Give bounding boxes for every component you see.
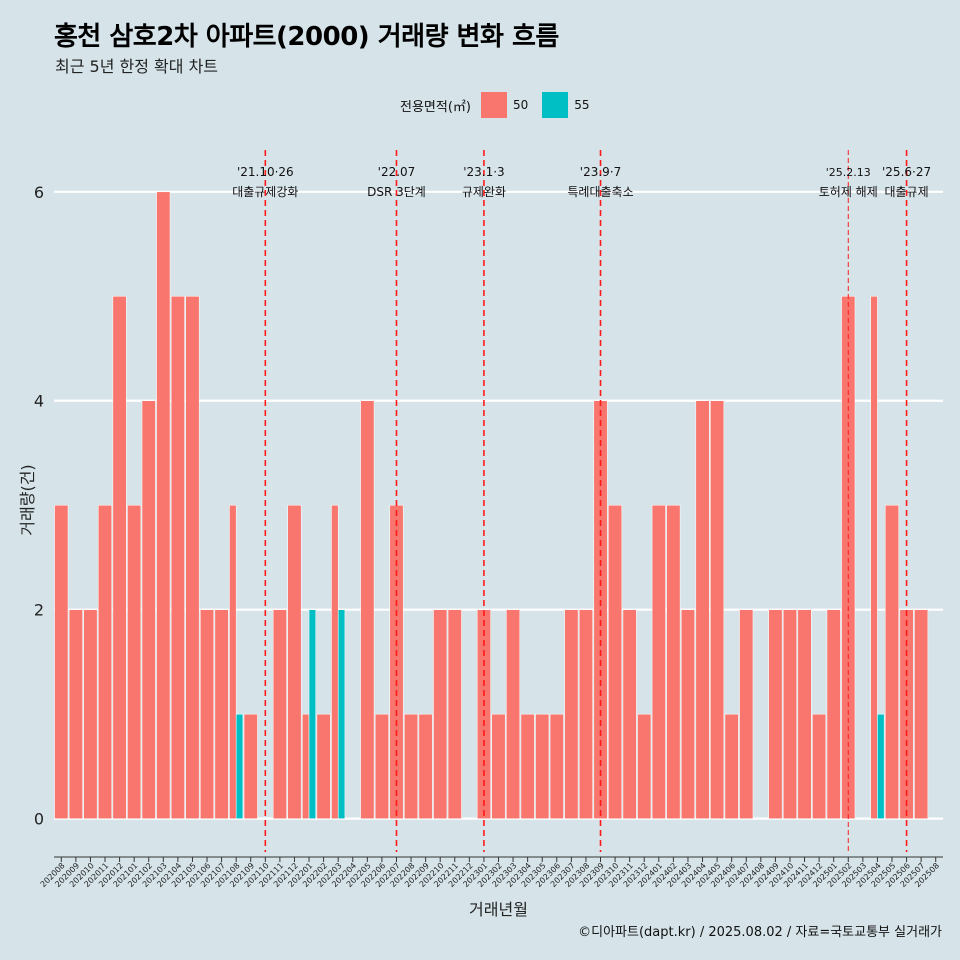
source-caption: ©디아파트(dapt.kr) / 2025.08.02 / 자료=국토교통부 실… bbox=[578, 925, 942, 940]
event-date-label: '23.1·3 bbox=[463, 165, 504, 179]
bar-50 bbox=[666, 504, 681, 819]
bar-50 bbox=[520, 713, 535, 819]
bar-50 bbox=[433, 609, 448, 819]
event-date-label: '22.07 bbox=[378, 165, 416, 179]
event-label: 규제완화 bbox=[462, 185, 506, 199]
event-label: DSR 3단계 bbox=[367, 185, 426, 199]
bar-50 bbox=[622, 609, 637, 819]
bar-55 bbox=[308, 609, 316, 819]
bar-50 bbox=[797, 609, 812, 819]
legend-title: 전용면적(㎡) bbox=[400, 99, 471, 115]
y-tick-label: 0 bbox=[34, 810, 44, 829]
event-label: 대출규제 bbox=[884, 185, 928, 199]
chart-subtitle: 최근 5년 한정 확대 차트 bbox=[55, 57, 219, 76]
bar-50 bbox=[404, 713, 419, 819]
bar-50 bbox=[98, 504, 112, 819]
bar-50 bbox=[826, 609, 841, 819]
bar-50 bbox=[54, 504, 69, 819]
bar-50 bbox=[316, 713, 331, 819]
y-tick-label: 4 bbox=[34, 392, 44, 411]
bar-50 bbox=[768, 609, 783, 819]
event-date-label: '25.2.13 bbox=[826, 166, 871, 179]
legend-label-55: 55 bbox=[574, 98, 590, 112]
bar-50 bbox=[127, 504, 142, 819]
bar-50 bbox=[914, 609, 929, 819]
bar-50 bbox=[710, 400, 725, 819]
legend-swatch-50 bbox=[480, 92, 507, 118]
bar-50 bbox=[491, 713, 506, 819]
bar-50 bbox=[783, 609, 797, 819]
bar-50 bbox=[229, 504, 237, 819]
bar-50 bbox=[695, 400, 710, 819]
bar-50 bbox=[870, 296, 878, 819]
bar-50 bbox=[156, 191, 171, 819]
bar-50 bbox=[170, 296, 185, 819]
bar-50 bbox=[418, 713, 433, 819]
bar-50 bbox=[360, 400, 375, 819]
chart-title: 홍천 삼호2차 아파트(2000) 거래량 변화 흐름 bbox=[54, 22, 559, 52]
bar-55 bbox=[877, 713, 885, 819]
legend-swatch-55 bbox=[542, 92, 569, 118]
bar-50 bbox=[272, 609, 287, 819]
bar-50 bbox=[724, 713, 739, 819]
bar-50 bbox=[83, 609, 98, 819]
bar-50 bbox=[112, 296, 127, 819]
bar-50 bbox=[651, 504, 666, 819]
bar-50 bbox=[681, 609, 695, 819]
bar-50 bbox=[564, 609, 579, 819]
bar-50 bbox=[200, 609, 214, 819]
bar-55 bbox=[235, 713, 244, 819]
y-axis-title: 거래량(건) bbox=[18, 464, 37, 535]
y-tick-label: 2 bbox=[34, 601, 44, 620]
bar-50 bbox=[68, 609, 83, 819]
bar-50 bbox=[608, 504, 623, 819]
bar-50 bbox=[141, 400, 156, 819]
bar-50 bbox=[637, 713, 652, 819]
event-label: 토허제 해제 bbox=[819, 185, 878, 199]
bar-50 bbox=[287, 504, 302, 819]
event-label: 대출규제강화 bbox=[232, 185, 298, 199]
bar-50 bbox=[535, 713, 550, 819]
bar-55 bbox=[337, 609, 346, 819]
bar-50 bbox=[447, 609, 462, 819]
event-date-label: '25.6·27 bbox=[882, 165, 931, 179]
bar-50 bbox=[331, 504, 339, 819]
legend: 전용면적(㎡) 50 55 bbox=[400, 92, 600, 118]
event-date-label: '23.9·7 bbox=[580, 165, 621, 179]
bar-50 bbox=[506, 609, 521, 819]
bar-50 bbox=[243, 713, 258, 819]
x-axis-title: 거래년월 bbox=[469, 900, 528, 919]
y-tick-label: 6 bbox=[34, 183, 44, 202]
bar-50 bbox=[885, 504, 899, 819]
legend-label-50: 50 bbox=[512, 98, 529, 112]
bar-50 bbox=[549, 713, 564, 819]
bar-50 bbox=[185, 296, 200, 819]
bar-50 bbox=[578, 609, 593, 819]
bar-50 bbox=[374, 713, 389, 819]
event-date-label: '21.10·26 bbox=[237, 165, 294, 179]
bar-50 bbox=[812, 713, 827, 819]
bar-50 bbox=[214, 609, 229, 819]
event-label: 특례대출축소 bbox=[567, 185, 633, 199]
bar-50 bbox=[739, 609, 754, 819]
bar-50 bbox=[302, 713, 310, 819]
